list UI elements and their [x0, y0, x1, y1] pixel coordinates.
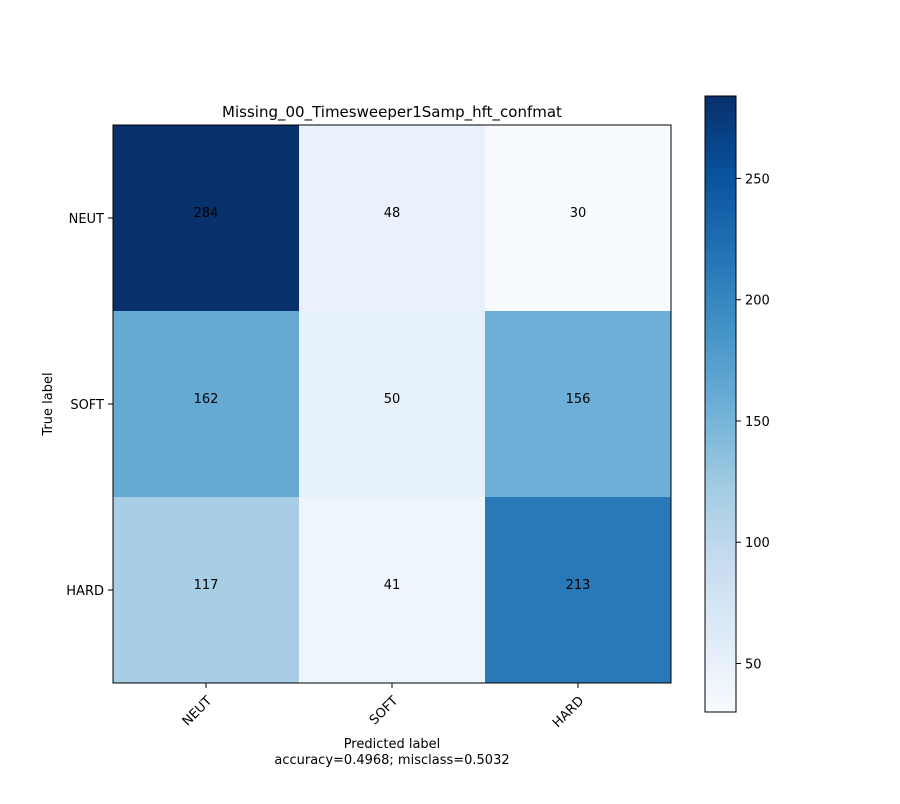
- chart-title: Missing_00_Timesweeper1Samp_hft_confmat: [222, 103, 562, 122]
- colorbar: [704, 95, 737, 713]
- heatmap-cell: [485, 311, 672, 498]
- heatmap-cell: [113, 497, 300, 684]
- colorbar-tick-label: 200: [745, 294, 770, 309]
- heatmap-cell-label: 48: [384, 206, 401, 221]
- y-axis-ticks: NEUT SOFT HARD: [66, 212, 113, 599]
- heatmap-cell-label: 284: [194, 206, 219, 221]
- heatmap-cell-label: 162: [194, 392, 219, 407]
- heatmap-cell: [113, 125, 300, 312]
- heatmap-cell-labels: 284 48 30 162 50 156 117 41 213: [194, 206, 591, 593]
- colorbar-tick-label: 250: [745, 172, 770, 187]
- x-axis-note: accuracy=0.4968; misclass=0.5032: [274, 753, 509, 768]
- heatmap-cell: [299, 311, 486, 498]
- heatmap-cell-label: 117: [194, 578, 219, 593]
- x-tick-label: SOFT: [367, 694, 401, 728]
- heatmap-cell: [113, 311, 300, 498]
- heatmap-cell: [485, 497, 672, 684]
- y-tick-label: SOFT: [70, 398, 104, 413]
- heatmap-cell-label: 41: [384, 578, 401, 593]
- y-axis-label: True label: [41, 372, 56, 436]
- x-tick-label: HARD: [550, 694, 587, 731]
- heatmap-cells: [113, 125, 672, 684]
- x-axis-label: Predicted label: [344, 737, 441, 752]
- heatmap-cell-label: 30: [570, 206, 587, 221]
- colorbar-tick-label: 150: [745, 415, 770, 430]
- colorbar-ticks: 50 100 150 200 250: [736, 172, 770, 672]
- x-tick-label: NEUT: [180, 694, 216, 730]
- colorbar-tick-label: 100: [745, 536, 770, 551]
- x-axis-ticks: NEUT SOFT HARD: [180, 683, 587, 731]
- heatmap-cell-label: 50: [384, 392, 401, 407]
- heatmap-cell: [485, 125, 672, 312]
- heatmap-cell: [299, 497, 486, 684]
- colorbar-tick-label: 50: [745, 657, 762, 672]
- heatmap-cell: [299, 125, 486, 312]
- y-tick-label: HARD: [66, 584, 104, 599]
- y-tick-label: NEUT: [69, 212, 104, 227]
- heatmap-cell-label: 213: [566, 578, 591, 593]
- heatmap-cell-label: 156: [566, 392, 591, 407]
